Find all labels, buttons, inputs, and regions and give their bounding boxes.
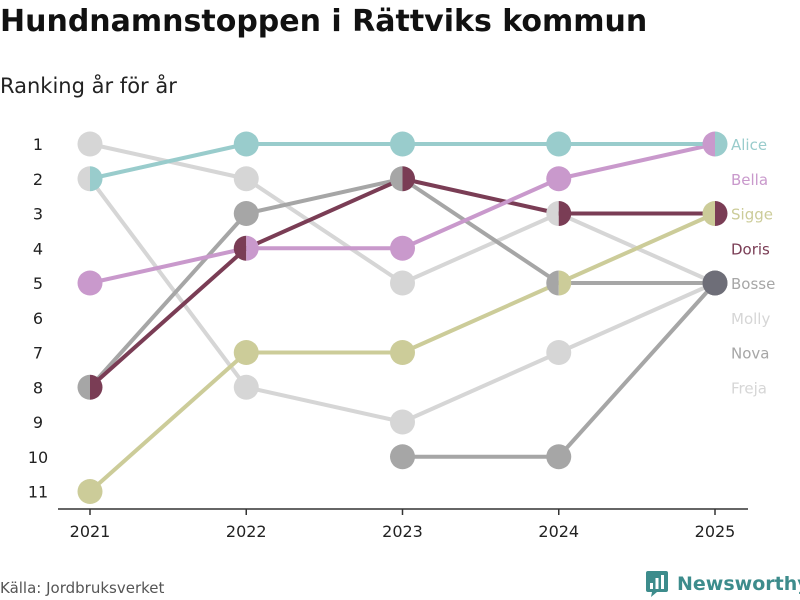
marker-nova-2021 — [77, 374, 90, 400]
marker-freja-2022 — [233, 166, 259, 192]
y-tick-label-11: 11 — [28, 483, 48, 502]
brand-name: Newsworthy — [677, 573, 800, 595]
marker-sigge-2021 — [77, 479, 103, 504]
marker-doris-2022 — [233, 235, 247, 261]
marker-nova-2024 — [546, 270, 559, 296]
chart-title: Hundnamnstoppen i Rättviks kommun — [0, 4, 648, 39]
marker-doris-2024 — [558, 201, 572, 226]
marker-doris-2023 — [402, 166, 415, 192]
series-label-bosse: Bosse — [731, 275, 775, 293]
marker-bosse-2024 — [546, 444, 572, 470]
y-tick-label-8: 8 — [33, 378, 43, 397]
marker-sigge-2022 — [233, 340, 259, 365]
series-label-nova: Nova — [731, 345, 769, 363]
marker-alice-2021 — [90, 166, 103, 192]
y-tick-label-10: 10 — [28, 448, 48, 467]
x-tick-label-2024: 2024 — [538, 522, 579, 541]
marker-nova-2023 — [390, 166, 403, 192]
marker-alice-2023 — [390, 131, 415, 157]
y-tick-label-4: 4 — [33, 239, 43, 258]
marker-molly-2023 — [390, 409, 415, 435]
marker-bella-2021 — [77, 270, 103, 296]
y-tick-label-5: 5 — [33, 274, 43, 293]
marker-bella-2024 — [546, 166, 572, 192]
x-tick-label-2021: 2021 — [70, 522, 111, 541]
marker-sigge-2023 — [390, 340, 415, 365]
series-label-sigge: Sigge — [731, 206, 773, 224]
marker-molly-2022 — [233, 374, 259, 400]
source-note: Källa: Jordbruksverket — [0, 579, 165, 597]
y-tick-label-3: 3 — [33, 205, 43, 224]
series-line-bosse — [400, 281, 717, 459]
y-tick-label-9: 9 — [33, 413, 43, 432]
marker-alice-2025 — [715, 131, 728, 157]
marker-bosse-2025 — [702, 270, 728, 296]
marker-doris-2025 — [715, 201, 728, 226]
marker-bella-2022 — [246, 235, 259, 261]
marker-alice-2022 — [233, 131, 259, 157]
y-tick-label-7: 7 — [33, 344, 43, 363]
marker-molly-2021 — [77, 166, 90, 192]
series-label-molly: Molly — [731, 310, 770, 328]
chart-subtitle: Ranking år för år — [0, 74, 177, 98]
brand-logo: Newsworthy — [645, 570, 800, 598]
series-label-bella: Bella — [731, 171, 768, 189]
marker-nova-2022 — [233, 201, 259, 226]
marker-freja-2024 — [546, 201, 559, 226]
series-label-freja: Freja — [731, 379, 767, 397]
series-label-alice: Alice — [731, 136, 767, 154]
series-label-doris: Doris — [731, 240, 770, 258]
y-tick-label-2: 2 — [33, 170, 43, 189]
marker-freja-2023 — [390, 270, 415, 296]
marker-doris-2021 — [90, 374, 103, 400]
x-tick-label-2023: 2023 — [382, 522, 423, 541]
newsworthy-icon — [646, 571, 668, 597]
marker-bella-2025 — [702, 131, 715, 157]
marker-bosse-2023 — [390, 444, 415, 470]
marker-molly-2024 — [546, 340, 572, 365]
marker-freja-2021 — [77, 131, 103, 157]
y-tick-label-6: 6 — [33, 309, 43, 328]
marker-sigge-2025 — [702, 201, 715, 226]
x-tick-label-2022: 2022 — [226, 522, 267, 541]
marker-bella-2023 — [390, 235, 415, 261]
marker-sigge-2024 — [558, 270, 572, 296]
x-tick-label-2025: 2025 — [695, 522, 736, 541]
y-tick-label-1: 1 — [33, 135, 43, 154]
marker-alice-2024 — [546, 131, 572, 157]
